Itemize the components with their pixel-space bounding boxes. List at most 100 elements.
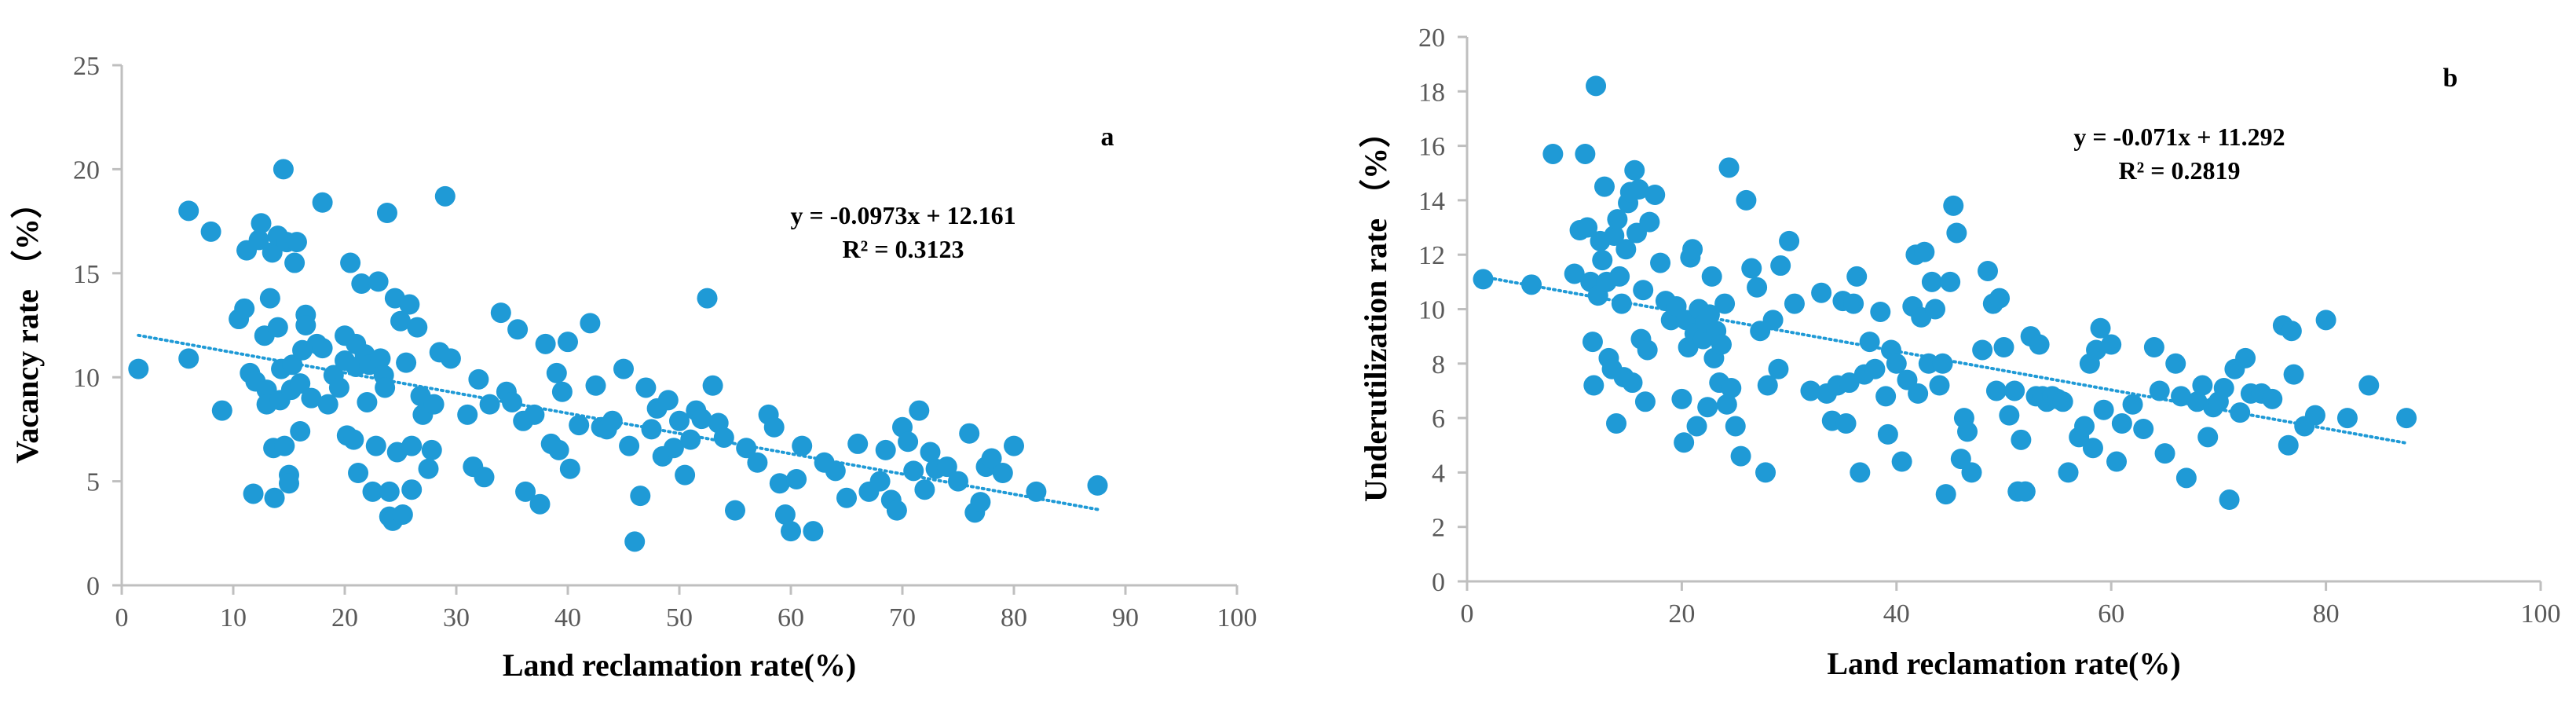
data-point [1800, 380, 1821, 401]
data-point [948, 471, 968, 492]
data-point [1087, 475, 1108, 496]
data-point [1592, 250, 1613, 271]
data-point [680, 429, 701, 450]
data-point [1859, 332, 1880, 353]
data-point [1682, 239, 1703, 260]
data-point [178, 200, 199, 222]
data-point [2304, 405, 2325, 426]
data-point [295, 315, 317, 335]
y-tick-label: 4 [1432, 459, 1445, 488]
data-point [2281, 321, 2302, 342]
data-point [248, 229, 269, 251]
regression-equation: y = -0.0973x + 12.161 [790, 201, 1015, 229]
data-point [1674, 432, 1695, 453]
data-point [1650, 252, 1671, 273]
data-point [457, 404, 478, 425]
data-point [1929, 375, 1950, 396]
x-tick-label: 40 [554, 603, 581, 632]
data-point [407, 317, 428, 338]
data-point [836, 487, 857, 508]
data-point [803, 521, 824, 542]
x-tick-label: 0 [115, 603, 129, 632]
data-point [2165, 353, 2186, 374]
data-point [1877, 423, 1898, 445]
data-point [2175, 467, 2197, 489]
data-point [769, 473, 790, 494]
data-point [2143, 337, 2164, 358]
x-tick-label: 40 [1883, 599, 1910, 629]
data-point [1671, 388, 1692, 409]
data-point [1004, 435, 1024, 456]
data-point [2093, 399, 2114, 420]
data-point [1634, 391, 1656, 412]
data-point [1628, 179, 1649, 200]
data-point [702, 375, 723, 396]
data-point [886, 500, 907, 521]
data-point [825, 460, 846, 482]
data-point [736, 438, 757, 459]
data-point [1741, 258, 1762, 279]
data-point [479, 394, 500, 415]
data-point [529, 493, 551, 515]
data-point [1755, 462, 1776, 483]
data-point [1784, 293, 1805, 314]
data-point [774, 504, 796, 525]
data-point [2315, 310, 2336, 331]
data-point [602, 410, 623, 431]
data-point [1473, 269, 1494, 290]
data-point [2262, 388, 2283, 409]
data-point [418, 458, 439, 479]
data-point [515, 481, 536, 502]
data-point [1542, 143, 1564, 164]
data-point [1583, 375, 1605, 396]
data-point [2011, 429, 2032, 450]
data-point [312, 192, 333, 213]
data-point [898, 431, 919, 453]
data-point [1577, 217, 1598, 238]
x-tick-label: 0 [1461, 599, 1474, 629]
data-point [211, 400, 232, 421]
data-point [1940, 271, 1961, 292]
data-point [468, 368, 489, 390]
data-point [1843, 293, 1864, 314]
data-point [1718, 157, 1740, 178]
data-point [2358, 375, 2380, 396]
data-point [548, 439, 569, 460]
data-point [959, 423, 980, 444]
data-point [624, 531, 646, 552]
y-tick-label: 18 [1418, 78, 1445, 107]
data-point [1891, 451, 1912, 472]
data-point [675, 464, 696, 486]
data-point [2122, 394, 2143, 415]
data-point [2186, 391, 2208, 412]
data-point [1716, 394, 1737, 415]
regression-equation: y = -0.071x + 11.292 [2073, 123, 2285, 151]
data-point [847, 433, 869, 454]
data-point [286, 232, 307, 253]
data-point [399, 294, 420, 315]
data-point [903, 460, 924, 482]
data-point [234, 298, 255, 319]
data-point [1575, 143, 1596, 164]
data-point [992, 463, 1013, 484]
x-tick-label: 70 [889, 603, 916, 632]
x-tick-label: 100 [1217, 603, 1257, 632]
panel-label: a [1101, 123, 1114, 152]
data-point [1697, 397, 1718, 418]
data-point [569, 415, 590, 436]
data-point [1921, 271, 1942, 292]
data-point [1711, 334, 1732, 355]
data-point [747, 452, 768, 473]
data-point [2336, 408, 2358, 429]
data-point [2192, 375, 2213, 396]
data-point [2235, 347, 2256, 368]
data-point [1925, 299, 1946, 320]
data-point [290, 373, 311, 394]
data-point [1835, 413, 1857, 434]
data-point [1989, 288, 2011, 309]
data-point [284, 252, 306, 273]
data-point [365, 435, 386, 456]
x-tick-label: 20 [331, 603, 358, 632]
data-point [1932, 353, 1953, 374]
